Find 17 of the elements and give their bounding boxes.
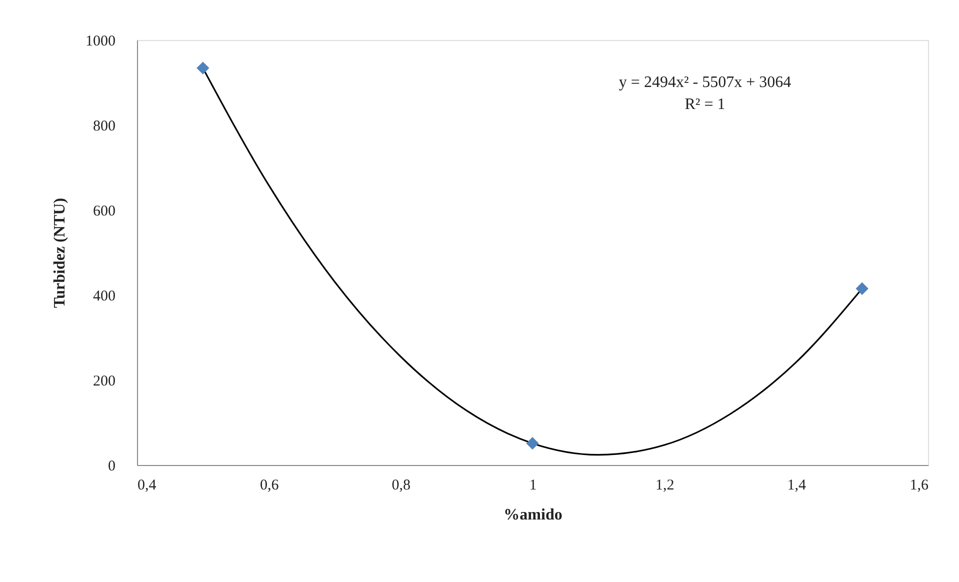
y-tick-label: 0 <box>108 458 116 474</box>
y-tick-label: 800 <box>93 118 116 134</box>
x-tick-label: 0,6 <box>260 478 280 494</box>
x-tick-label: 1,6 <box>910 478 929 494</box>
y-tick-label: 1000 <box>86 34 116 50</box>
x-tick-label: 0,8 <box>392 478 411 494</box>
y-tick-label: 200 <box>93 374 116 390</box>
x-axis-title: %amido <box>504 506 562 524</box>
x-tick-label: 1,2 <box>655 478 674 494</box>
y-tick-label: 600 <box>93 204 116 220</box>
x-tick-label: 1 <box>529 478 537 494</box>
y-axis-title: Turbidez (NTU) <box>52 198 68 308</box>
annotation: R² = 1 <box>684 96 726 113</box>
y-tick-label: 400 <box>93 288 116 304</box>
x-tick-label: 0,4 <box>138 478 157 494</box>
x-tick-label: 1,4 <box>787 478 807 494</box>
annotation: y = 2494x² - 5507x + 3064 <box>618 74 792 91</box>
